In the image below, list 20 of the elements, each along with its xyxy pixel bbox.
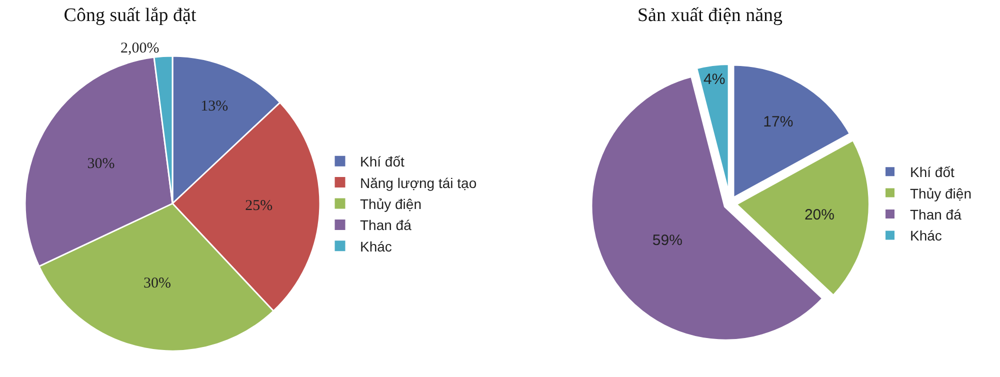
legend-label: Khác: [360, 238, 392, 254]
chart-title: Sản xuất điện năng: [637, 4, 784, 26]
data-label: 20%: [804, 206, 834, 224]
data-label: 13%: [200, 98, 228, 115]
data-label: 30%: [143, 276, 171, 292]
data-label: 17%: [763, 114, 794, 131]
data-label: 59%: [652, 232, 682, 250]
legend-label: Khí đốt: [910, 164, 954, 180]
data-label: 25%: [245, 198, 273, 214]
legend-label: Năng lượng tái tạo: [360, 174, 477, 191]
legend-label: Thủy điện: [360, 196, 422, 212]
legend-label: Than đá: [910, 206, 962, 222]
data-label: 30%: [87, 156, 115, 172]
legend-label: Khí đốt: [360, 154, 404, 170]
data-label: 2,00%: [120, 40, 160, 56]
legend-label: Khác: [910, 228, 942, 244]
legend-label: Than đá: [360, 217, 412, 234]
chart-title: Công suất lắp đặt: [64, 4, 197, 26]
legend-label: Thủy điện: [910, 185, 972, 202]
data-label: 4%: [703, 70, 726, 88]
